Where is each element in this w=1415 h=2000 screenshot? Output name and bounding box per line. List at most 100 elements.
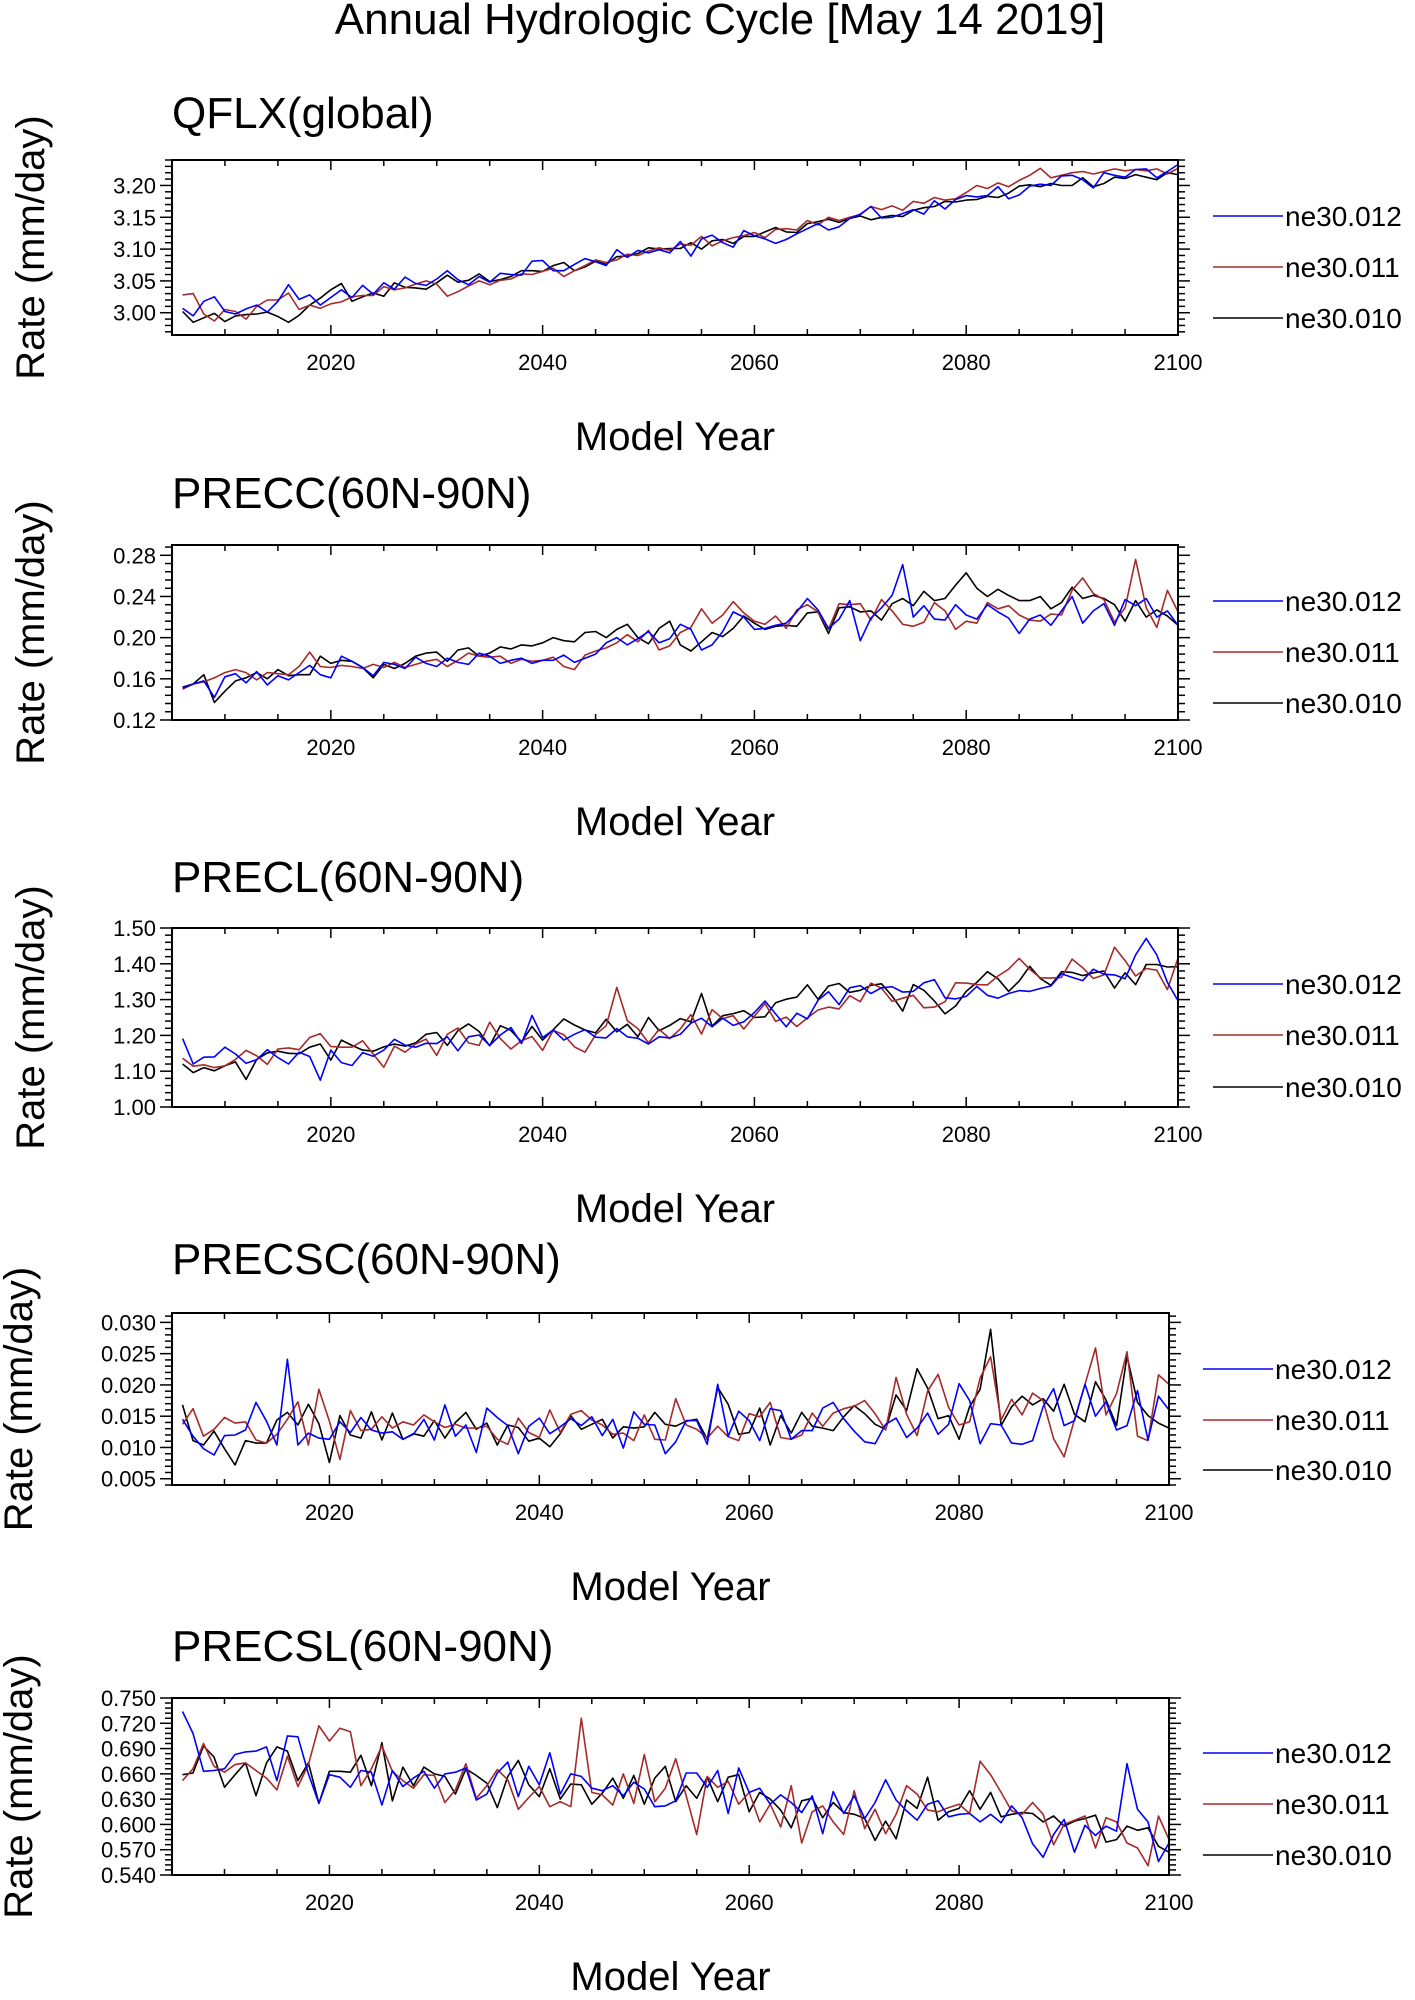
plot-frame bbox=[171, 927, 1179, 1108]
x-tick-label: 2020 bbox=[306, 735, 355, 760]
x-tick-label: 2100 bbox=[1145, 1500, 1194, 1525]
y-axis-label: Rate (mm/day) bbox=[9, 885, 53, 1150]
y-axis-label: Rate (mm/day) bbox=[9, 500, 53, 765]
y-tick-label: 1.30 bbox=[113, 988, 156, 1013]
y-tick-label: 0.16 bbox=[113, 667, 156, 692]
y-axis-label: Rate (mm/day) bbox=[9, 115, 53, 380]
y-tick-label: 0.630 bbox=[101, 1787, 156, 1812]
x-axis-label: Model Year bbox=[570, 1565, 770, 1609]
legend-label: ne30.012 bbox=[1285, 969, 1402, 1000]
panel-title: PRECL(60N-90N) bbox=[172, 853, 524, 902]
series-line-ne30.012 bbox=[182, 563, 1179, 699]
x-tick-label: 2060 bbox=[725, 1500, 774, 1525]
chart-panel-1: QFLX(global) Rate (mm/day) Model Year 2020 2… bbox=[9, 89, 1402, 459]
x-tick-label: 2080 bbox=[935, 1500, 984, 1525]
y-tick-label: 3.00 bbox=[113, 301, 156, 326]
chart-panel-5: PRECSL(60N-90N) Rate (mm/day) Model Year 20… bbox=[0, 1622, 1392, 1999]
x-tick-label: 2040 bbox=[518, 735, 567, 760]
plot-frame bbox=[171, 1312, 1170, 1486]
x-tick-label: 2040 bbox=[518, 350, 567, 375]
series-line-ne30.012 bbox=[181, 937, 1179, 1081]
x-axis-label: Model Year bbox=[575, 1187, 775, 1231]
series-line-ne30.012 bbox=[182, 163, 1179, 317]
panel-title: PRECC(60N-90N) bbox=[172, 469, 531, 518]
x-tick-label: 2100 bbox=[1154, 350, 1203, 375]
x-tick-label: 2020 bbox=[305, 1890, 354, 1915]
plot-frame bbox=[171, 544, 1179, 721]
y-axis-label: Rate (mm/day) bbox=[0, 1267, 41, 1532]
legend-label: ne30.010 bbox=[1275, 1840, 1392, 1871]
y-tick-label: 0.010 bbox=[101, 1435, 156, 1460]
y-tick-label: 0.600 bbox=[101, 1812, 156, 1837]
legend-label: ne30.010 bbox=[1275, 1455, 1392, 1486]
y-tick-label: 0.030 bbox=[101, 1310, 156, 1335]
panel-title: PRECSC(60N-90N) bbox=[172, 1235, 561, 1284]
x-tick-label: 2060 bbox=[730, 1122, 779, 1147]
panel-title: QFLX(global) bbox=[172, 89, 434, 138]
y-tick-label: 0.015 bbox=[101, 1404, 156, 1429]
x-tick-label: 2100 bbox=[1154, 735, 1203, 760]
x-axis-label: Model Year bbox=[575, 415, 775, 459]
series-line-ne30.012 bbox=[181, 1711, 1170, 1863]
x-tick-label: 2080 bbox=[942, 1122, 991, 1147]
legend-label: ne30.012 bbox=[1275, 1354, 1392, 1385]
legend-label: ne30.010 bbox=[1285, 688, 1402, 719]
x-tick-label: 2020 bbox=[306, 350, 355, 375]
x-tick-label: 2080 bbox=[942, 350, 991, 375]
y-tick-label: 1.20 bbox=[113, 1023, 156, 1048]
y-axis-label: Rate (mm/day) bbox=[0, 1654, 41, 1919]
x-tick-label: 2040 bbox=[515, 1890, 564, 1915]
y-tick-label: 3.15 bbox=[113, 205, 156, 230]
x-tick-label: 2020 bbox=[306, 1122, 355, 1147]
y-tick-label: 0.12 bbox=[113, 708, 156, 733]
x-tick-label: 2080 bbox=[942, 735, 991, 760]
x-tick-label: 2040 bbox=[515, 1500, 564, 1525]
series-line-ne30.010 bbox=[182, 171, 1179, 324]
y-tick-label: 0.005 bbox=[101, 1467, 156, 1492]
y-tick-label: 1.40 bbox=[113, 952, 156, 977]
y-tick-label: 0.020 bbox=[101, 1373, 156, 1398]
y-tick-label: 0.660 bbox=[101, 1762, 156, 1787]
legend-label: ne30.011 bbox=[1275, 1405, 1390, 1436]
y-tick-label: 0.720 bbox=[101, 1711, 156, 1736]
y-tick-label: 0.540 bbox=[101, 1863, 156, 1888]
series-line-ne30.011 bbox=[182, 946, 1179, 1069]
x-tick-label: 2020 bbox=[305, 1500, 354, 1525]
x-tick-label: 2040 bbox=[518, 1122, 567, 1147]
legend-label: ne30.012 bbox=[1275, 1738, 1392, 1769]
series-line-ne30.010 bbox=[182, 963, 1179, 1081]
x-tick-label: 2100 bbox=[1145, 1890, 1194, 1915]
legend-label: ne30.011 bbox=[1285, 637, 1400, 668]
series-line-ne30.011 bbox=[182, 167, 1179, 322]
y-tick-label: 3.10 bbox=[113, 237, 156, 262]
plot-frame bbox=[171, 1697, 1170, 1876]
legend-label: ne30.010 bbox=[1285, 1072, 1402, 1103]
y-tick-label: 3.20 bbox=[113, 173, 156, 198]
x-tick-label: 2060 bbox=[730, 735, 779, 760]
x-tick-label: 2060 bbox=[730, 350, 779, 375]
y-tick-label: 0.20 bbox=[113, 626, 156, 651]
plot-frame bbox=[171, 159, 1179, 336]
chart-panels: QFLX(global) Rate (mm/day) Model Year 2020 2… bbox=[0, 89, 1402, 1999]
y-tick-label: 0.750 bbox=[101, 1686, 156, 1711]
y-tick-label: 0.24 bbox=[113, 584, 156, 609]
y-tick-label: 0.570 bbox=[101, 1838, 156, 1863]
series-line-ne30.011 bbox=[181, 1347, 1170, 1461]
series-line-ne30.010 bbox=[182, 571, 1179, 704]
legend-label: ne30.010 bbox=[1285, 303, 1402, 334]
x-tick-label: 2060 bbox=[725, 1890, 774, 1915]
chart-panel-4: PRECSC(60N-90N) Rate (mm/day) Model Year 20… bbox=[0, 1235, 1392, 1609]
legend-label: ne30.011 bbox=[1285, 252, 1400, 283]
legend-label: ne30.011 bbox=[1285, 1020, 1400, 1051]
y-tick-label: 1.50 bbox=[113, 916, 156, 941]
legend-label: ne30.012 bbox=[1285, 201, 1402, 232]
y-tick-label: 0.28 bbox=[113, 543, 156, 568]
x-tick-label: 2080 bbox=[935, 1890, 984, 1915]
y-tick-label: 0.025 bbox=[101, 1342, 156, 1367]
series-line-ne30.011 bbox=[181, 1717, 1170, 1867]
figure-title: Annual Hydrologic Cycle [May 14 2019] bbox=[335, 0, 1105, 44]
y-tick-label: 3.05 bbox=[113, 269, 156, 294]
x-axis-label: Model Year bbox=[575, 800, 775, 844]
x-axis-label: Model Year bbox=[570, 1955, 770, 1999]
